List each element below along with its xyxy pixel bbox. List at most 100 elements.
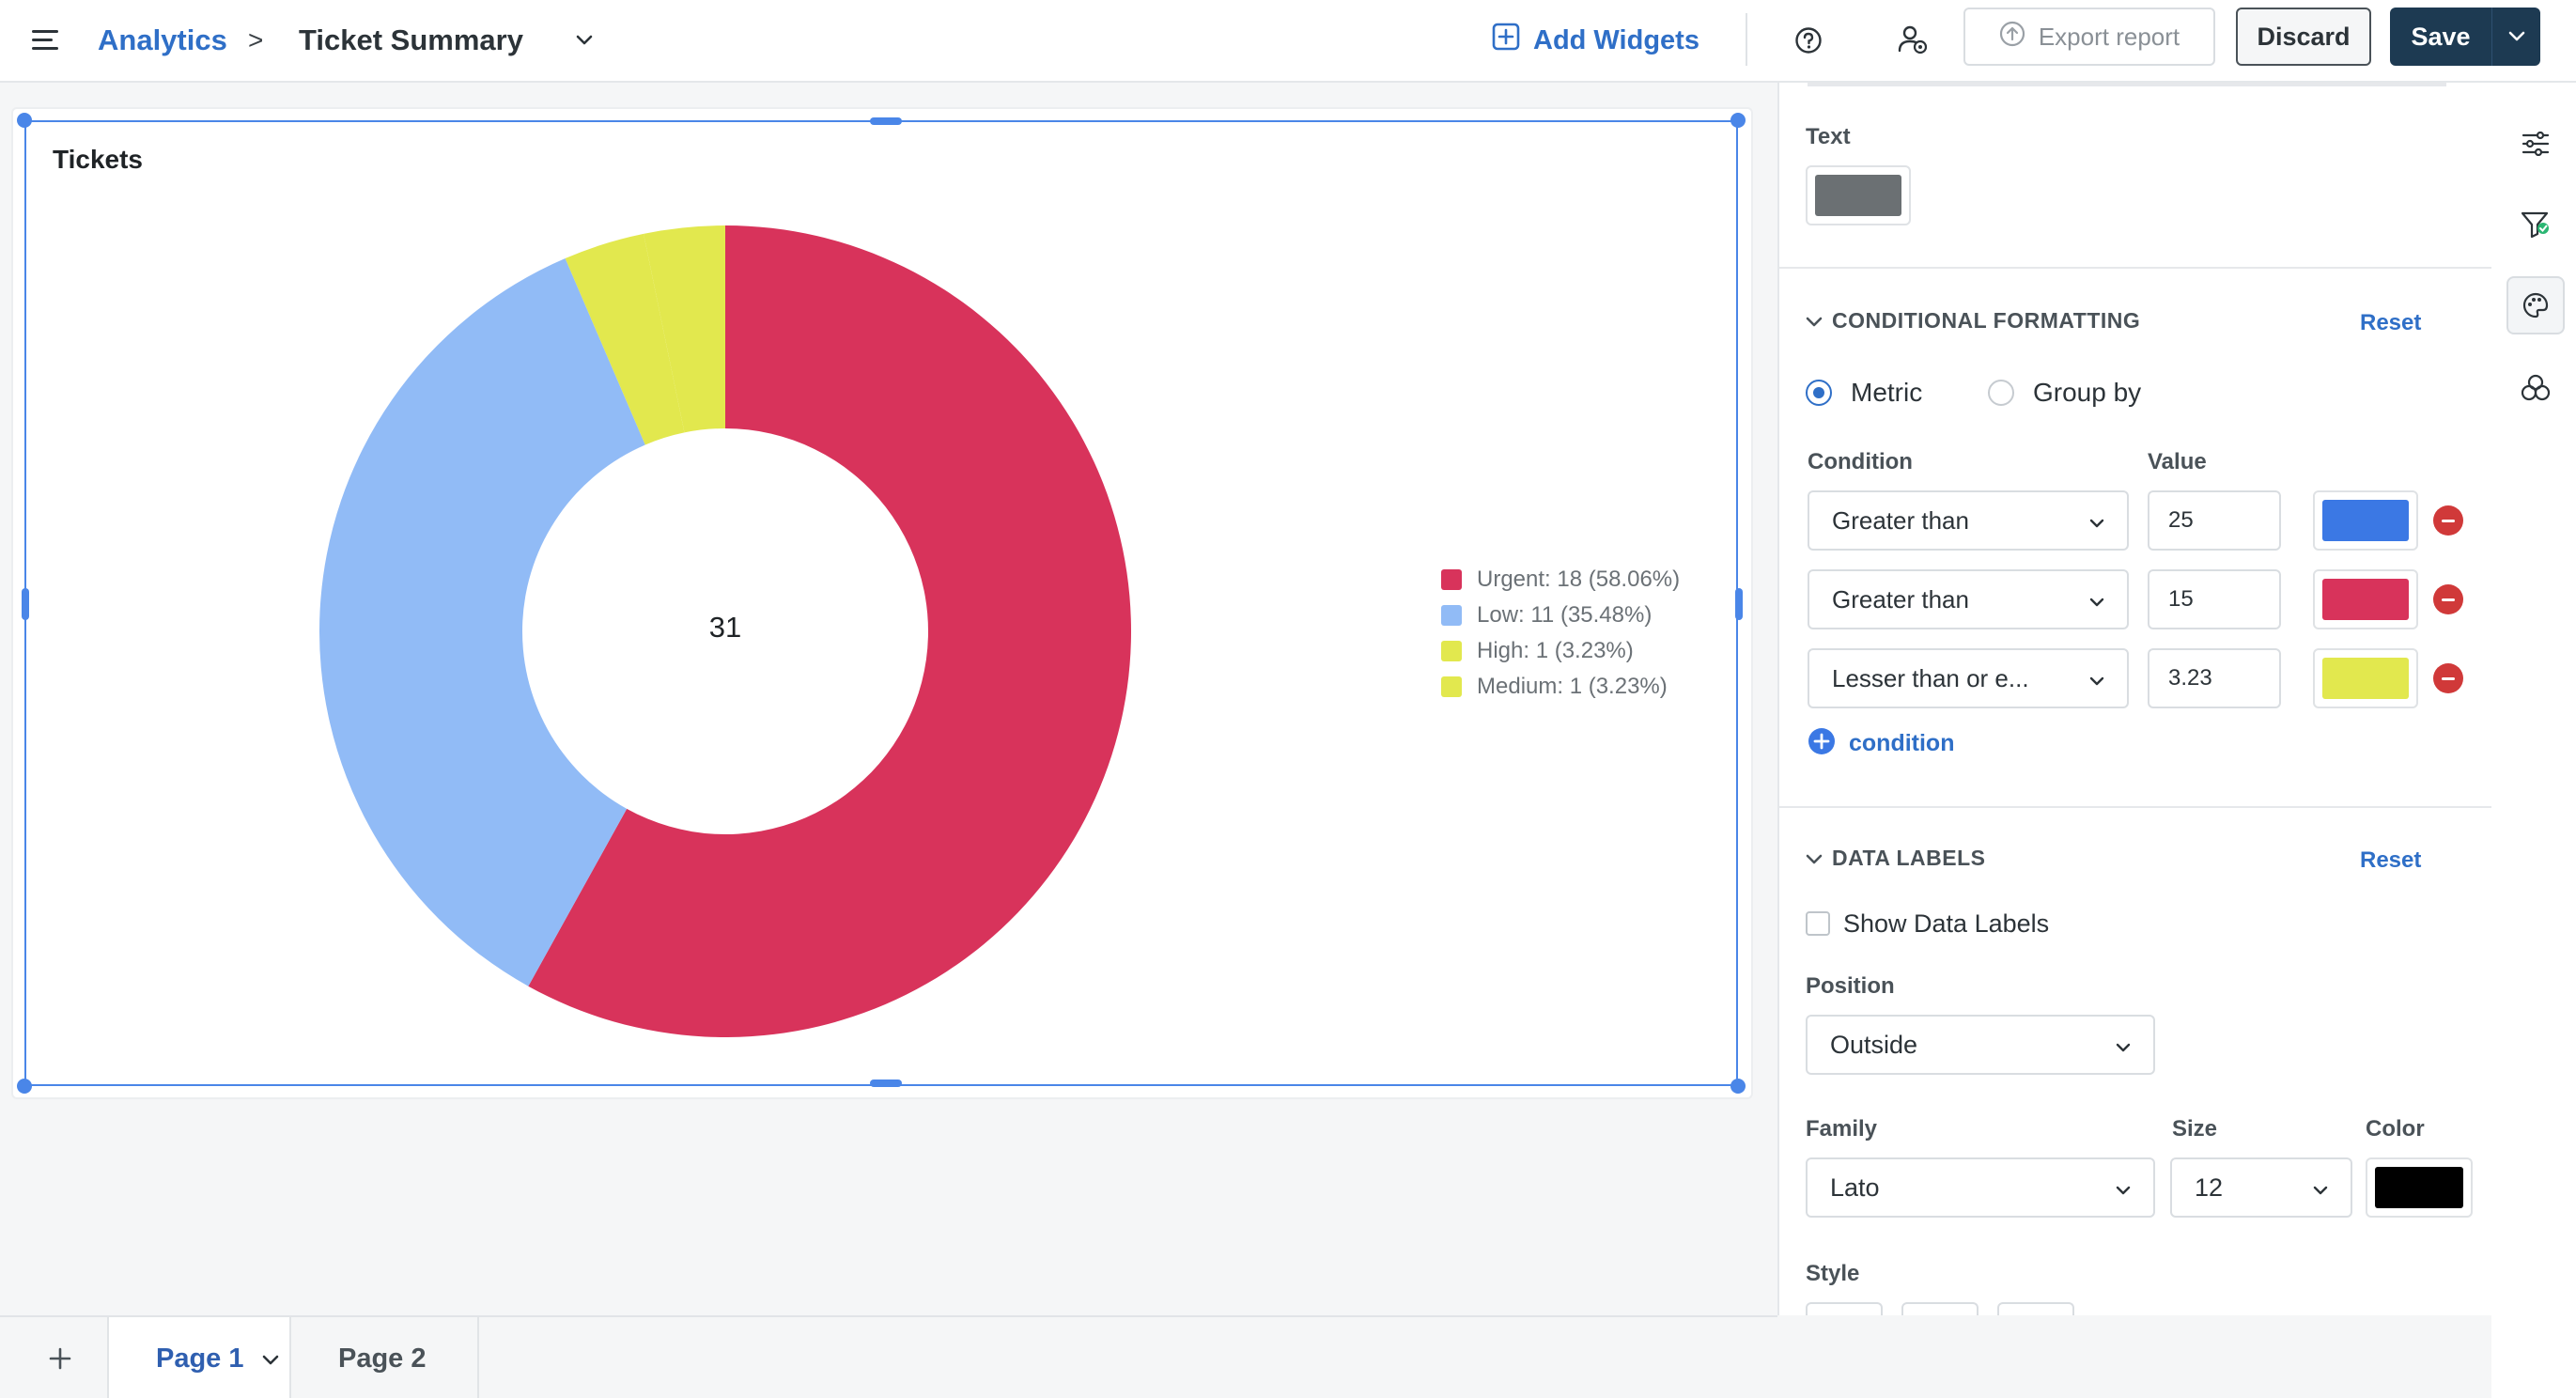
- condition-operator-value: Lesser than or e...: [1832, 663, 2029, 692]
- page-tabs-bar: Page 1 Page 2: [0, 1315, 1777, 1398]
- chevron-down-icon: [2087, 590, 2106, 619]
- add-page-plus-icon[interactable]: [41, 1340, 79, 1377]
- resize-handle-top-right[interactable]: [1730, 113, 1746, 128]
- export-report-button[interactable]: Export report: [1963, 8, 2215, 66]
- save-options-chevron-icon[interactable]: [2491, 8, 2540, 66]
- font-family-select-value: Lato: [1830, 1173, 1880, 1202]
- conditional-formatting-header[interactable]: CONDITIONAL FORMATTING: [1806, 308, 2140, 334]
- legend-item-medium[interactable]: Medium: 1 (3.23%): [1441, 669, 1680, 705]
- export-report-label: Export report: [2038, 22, 2180, 51]
- chevron-down-icon: [2114, 1178, 2133, 1207]
- condition-value-input[interactable]: 15: [2148, 569, 2281, 629]
- section-divider: [1779, 267, 2491, 269]
- italic-style-button[interactable]: [1901, 1302, 1979, 1315]
- resize-handle-top[interactable]: [870, 117, 902, 125]
- condition-color-picker[interactable]: [2313, 648, 2418, 708]
- group-by-radio-label[interactable]: Group by: [2033, 378, 2142, 407]
- add-widgets-button[interactable]: Add Widgets: [1492, 17, 1699, 64]
- metric-radio-label[interactable]: Metric: [1851, 378, 1923, 407]
- donut-slice-low[interactable]: [319, 258, 645, 986]
- font-size-select[interactable]: 12: [2170, 1157, 2352, 1218]
- sliders-settings-icon[interactable]: [2506, 115, 2565, 173]
- condition-operator-select[interactable]: Greater than: [1808, 569, 2129, 629]
- remove-condition-icon[interactable]: [2433, 584, 2463, 614]
- data-labels-title: DATA LABELS: [1832, 846, 1986, 870]
- legend-label: Low: 11 (35.48%): [1477, 602, 1653, 628]
- show-data-labels-checkbox[interactable]: [1806, 911, 1830, 936]
- resize-handle-bottom-right[interactable]: [1730, 1079, 1746, 1094]
- position-select[interactable]: Outside: [1806, 1015, 2155, 1075]
- chevron-down-icon: [2087, 511, 2106, 540]
- resize-handle-left[interactable]: [22, 588, 29, 620]
- tab-page-1[interactable]: Page 1: [107, 1317, 291, 1398]
- data-labels-reset-link[interactable]: Reset: [2360, 847, 2422, 873]
- metric-radio[interactable]: [1806, 380, 1832, 406]
- add-condition-button[interactable]: condition: [1808, 727, 1954, 760]
- data-labels-header[interactable]: DATA LABELS: [1806, 846, 1986, 871]
- legend-label: High: 1 (3.23%): [1477, 638, 1634, 663]
- font-size-label: Size: [2172, 1116, 2218, 1142]
- add-condition-plus-icon: [1808, 727, 1836, 760]
- condition-color-swatch: [2322, 500, 2409, 541]
- breadcrumb-analytics-link[interactable]: Analytics: [98, 23, 227, 56]
- resize-handle-right[interactable]: [1735, 588, 1743, 620]
- font-family-label: Family: [1806, 1116, 1878, 1142]
- add-condition-label: condition: [1849, 730, 1955, 756]
- condition-operator-select[interactable]: Greater than: [1808, 490, 2129, 551]
- remove-condition-icon[interactable]: [2433, 663, 2463, 693]
- page-title: Ticket Summary: [299, 23, 523, 56]
- chevron-down-icon: [2311, 1178, 2330, 1207]
- resize-handle-bottom[interactable]: [870, 1080, 902, 1087]
- filter-check-icon[interactable]: [2506, 195, 2565, 254]
- donut-slice-medium[interactable]: [644, 225, 725, 433]
- legend-swatch: [1441, 641, 1462, 661]
- tab-page-1-label: Page 1: [156, 1343, 244, 1374]
- font-style-label: Style: [1806, 1261, 1860, 1286]
- resize-handle-bottom-left[interactable]: [17, 1079, 32, 1094]
- show-data-labels-label[interactable]: Show Data Labels: [1843, 909, 2050, 938]
- legend-label: Urgent: 18 (58.06%): [1477, 567, 1681, 592]
- legend-item-high[interactable]: High: 1 (3.23%): [1441, 633, 1680, 669]
- condition-operator-select[interactable]: Lesser than or e...: [1808, 648, 2129, 708]
- toolbar-divider: [1746, 13, 1747, 66]
- legend-swatch: [1441, 605, 1462, 626]
- condition-color-picker[interactable]: [2313, 490, 2418, 551]
- remove-condition-icon[interactable]: [2433, 505, 2463, 536]
- add-widgets-label: Add Widgets: [1533, 24, 1699, 55]
- discard-button[interactable]: Discard: [2236, 8, 2371, 66]
- settings-icon-rail: [2491, 83, 2576, 1398]
- position-select-value: Outside: [1830, 1030, 1918, 1059]
- text-color-picker[interactable]: [1806, 165, 1911, 225]
- condition-operator-value: Greater than: [1832, 505, 1969, 535]
- title-dropdown-chevron-icon[interactable]: [567, 19, 601, 62]
- donut-chart: [319, 225, 1131, 1037]
- conditional-formatting-title: CONDITIONAL FORMATTING: [1832, 308, 2141, 333]
- font-family-select[interactable]: Lato: [1806, 1157, 2155, 1218]
- group-by-radio[interactable]: [1988, 380, 2014, 406]
- font-color-picker[interactable]: [2366, 1157, 2473, 1218]
- condition-value-input[interactable]: 25: [2148, 490, 2281, 551]
- conditional-formatting-reset-link[interactable]: Reset: [2360, 310, 2422, 335]
- page-options-chevron-icon[interactable]: [261, 1344, 280, 1375]
- bold-style-button[interactable]: [1806, 1302, 1883, 1315]
- resize-handle-top-left[interactable]: [17, 113, 32, 128]
- legend-item-low[interactable]: Low: 11 (35.48%): [1441, 598, 1680, 633]
- top-bar: Analytics > Ticket Summary Add Widgets E…: [0, 0, 2576, 83]
- legend-item-urgent[interactable]: Urgent: 18 (58.06%): [1441, 562, 1680, 598]
- donut-slice-urgent[interactable]: [528, 225, 1131, 1037]
- underline-style-button[interactable]: [1997, 1302, 2074, 1315]
- hamburger-menu-icon[interactable]: [24, 19, 68, 62]
- tab-page-2[interactable]: Page 2: [289, 1317, 479, 1398]
- help-icon[interactable]: [1785, 17, 1832, 64]
- condition-value-input[interactable]: 3.23: [2148, 648, 2281, 708]
- palette-icon[interactable]: [2506, 276, 2565, 334]
- collapse-chevron-icon: [1806, 846, 1823, 871]
- conditional-rules-icon[interactable]: [2506, 359, 2565, 417]
- save-button[interactable]: Save: [2411, 22, 2471, 51]
- value-column-header: Value: [2148, 449, 2207, 474]
- donut-slice-high[interactable]: [565, 233, 685, 445]
- condition-column-header: Condition: [1808, 449, 1913, 474]
- condition-color-picker[interactable]: [2313, 569, 2418, 629]
- share-access-icon[interactable]: [1888, 15, 1937, 64]
